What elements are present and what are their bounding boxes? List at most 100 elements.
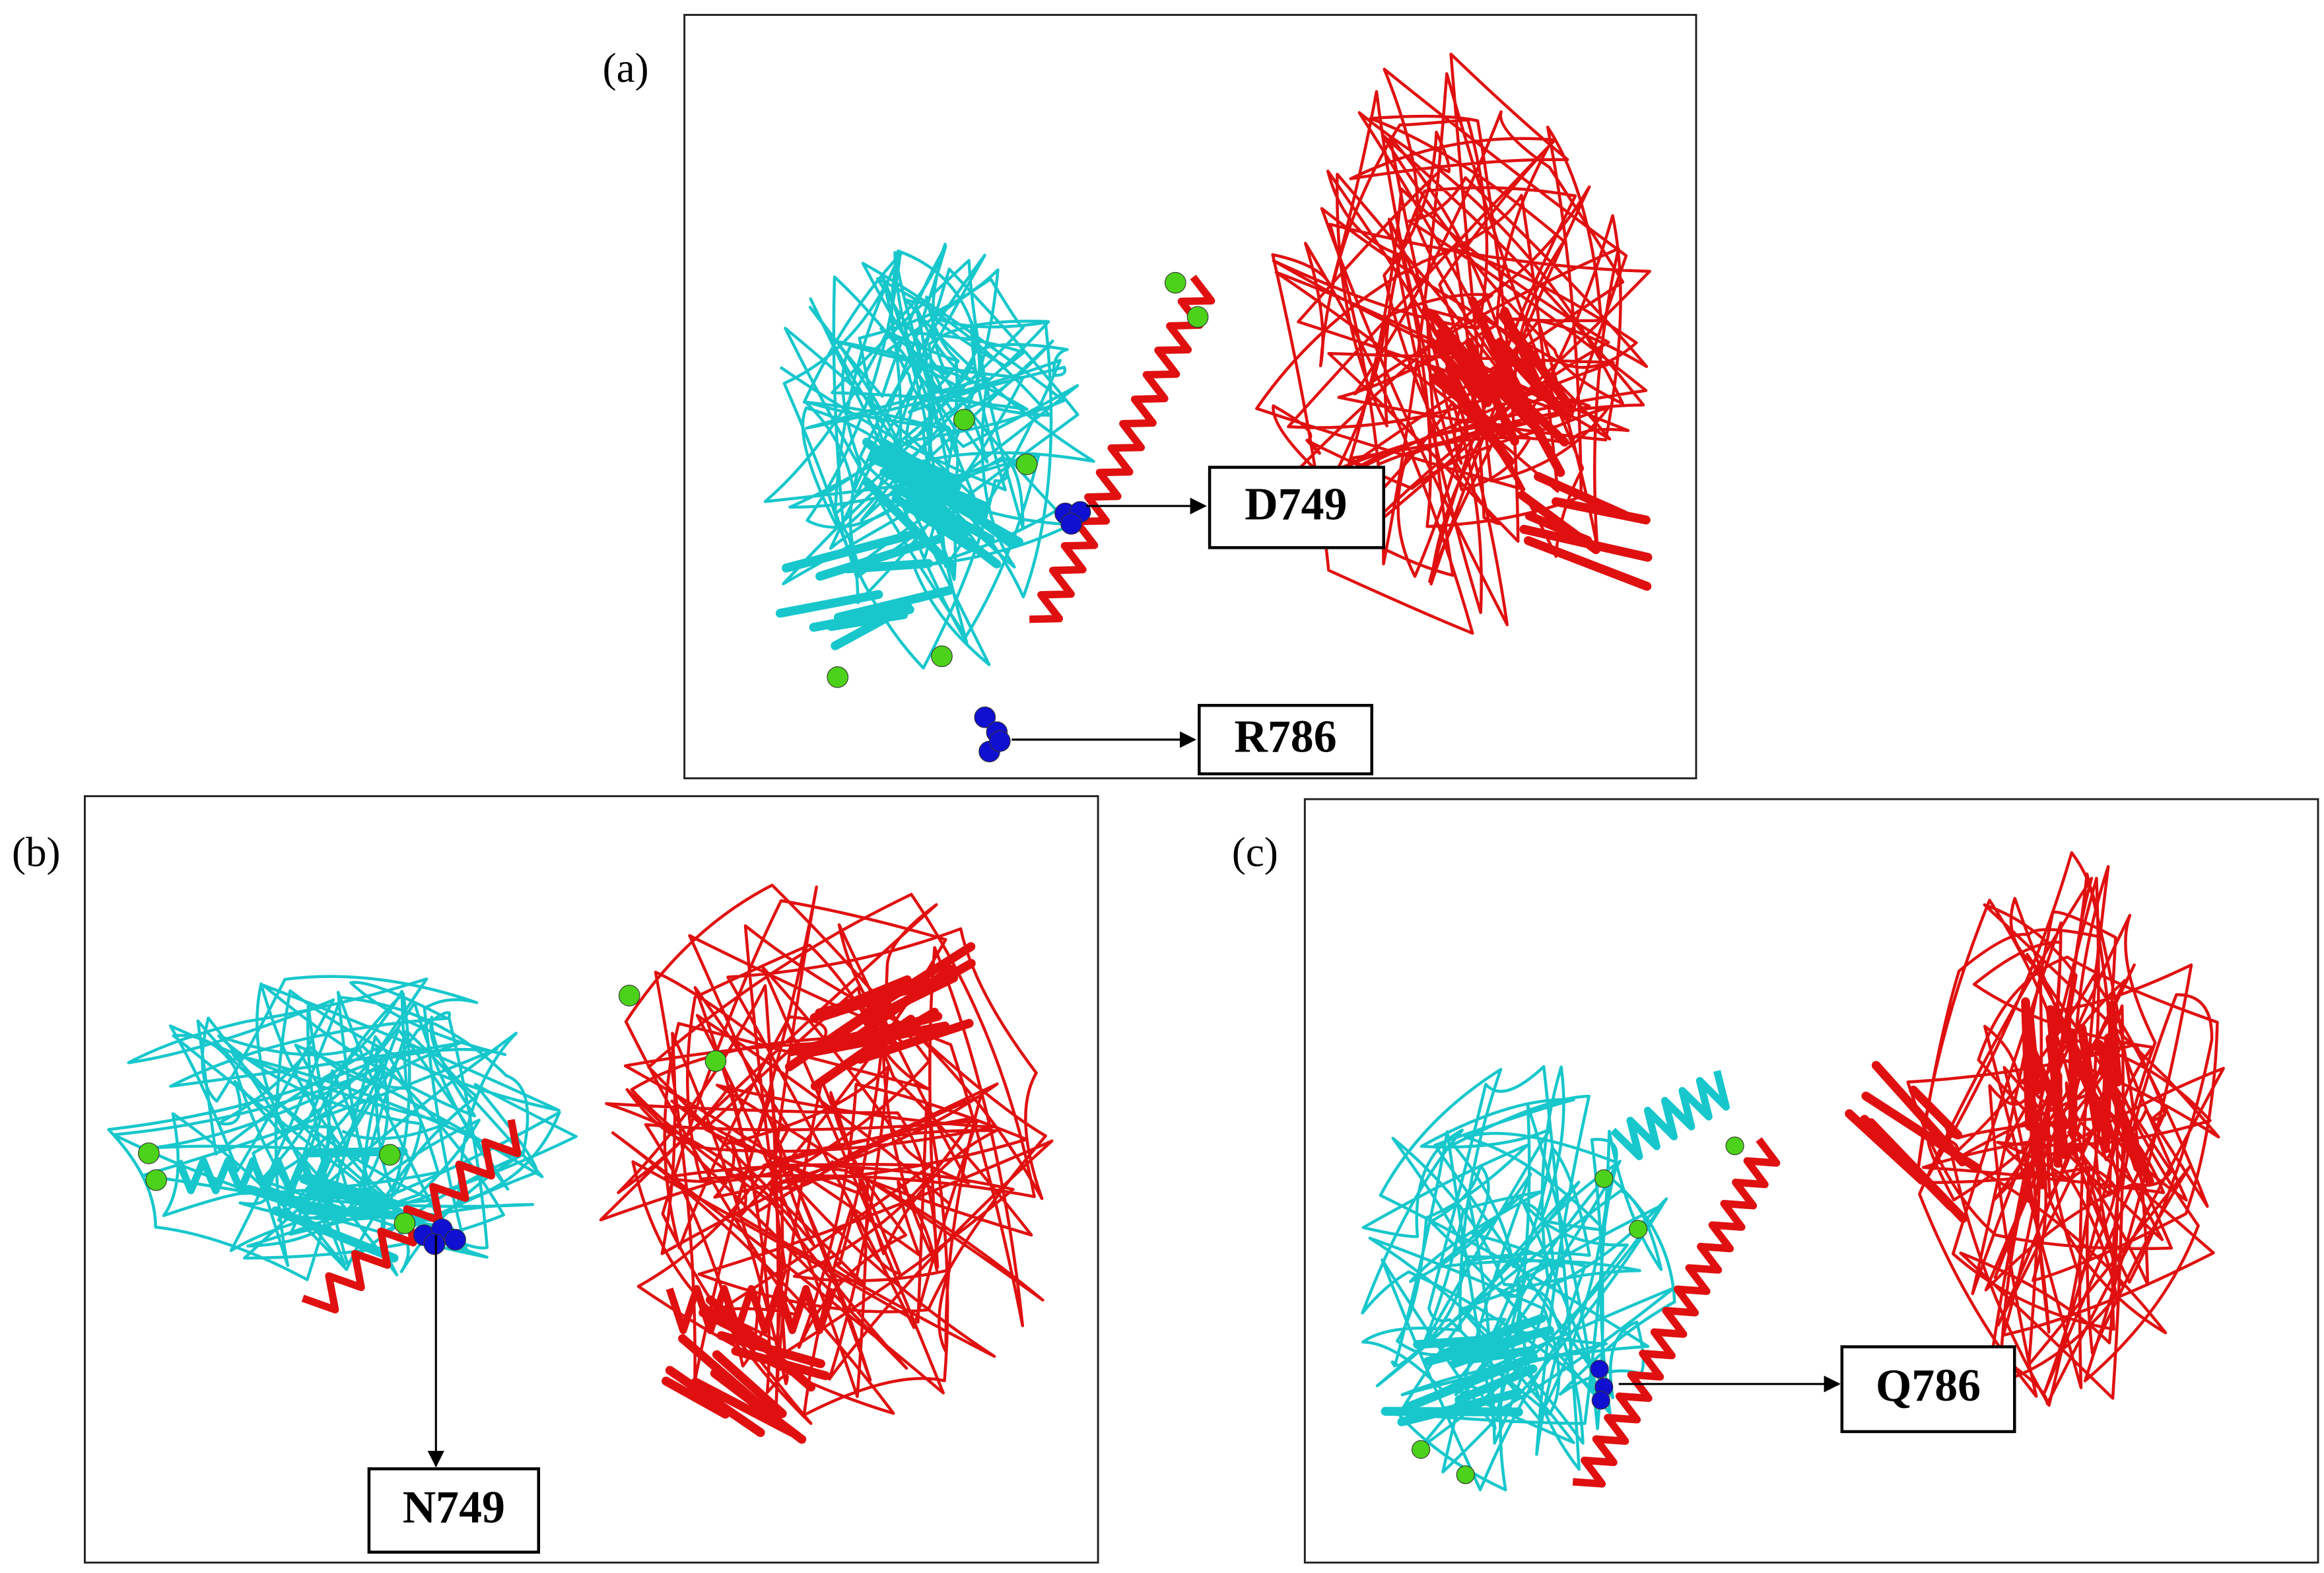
residue-atom: [1060, 512, 1082, 535]
strand: [910, 497, 1002, 569]
strand: [1517, 491, 1600, 555]
strand: [809, 605, 914, 632]
strand: [1426, 337, 1492, 407]
strand: [1464, 337, 1520, 446]
residue-label: R786: [1234, 711, 1336, 762]
panel-frame: [683, 14, 1697, 780]
strand: [868, 454, 990, 511]
strand: [678, 1334, 785, 1428]
panel-label: (a): [603, 45, 649, 91]
residue-atom: [1590, 1360, 1609, 1379]
strand: [2099, 1063, 2154, 1186]
strand: [895, 483, 995, 544]
residue-label: Q786: [1876, 1360, 1981, 1411]
helix: [301, 1119, 522, 1313]
panel-label: (c): [1232, 829, 1278, 876]
residue-box: [1198, 703, 1373, 776]
helix: [1572, 1137, 1781, 1488]
residue-box: [1840, 1345, 2016, 1434]
strand: [815, 534, 943, 581]
ion: [618, 985, 640, 1006]
strand: [882, 444, 961, 484]
strand: [1468, 297, 1515, 388]
strand: [862, 477, 957, 571]
strand: [665, 1366, 765, 1438]
strand: [2045, 1005, 2063, 1096]
strand: [1435, 329, 1496, 403]
strand: [1404, 1352, 1538, 1411]
helix: [1029, 274, 1215, 623]
residue-box: [1208, 466, 1386, 549]
backbone: [1361, 1065, 1676, 1492]
strand: [712, 1350, 787, 1418]
strand: [1552, 497, 1651, 525]
ion: [1725, 1136, 1744, 1156]
ion: [931, 645, 953, 668]
strand: [1461, 353, 1544, 435]
helix: [175, 1157, 331, 1195]
ion: [1412, 1440, 1431, 1459]
strand: [2106, 1004, 2123, 1087]
strand: [2101, 1033, 2113, 1154]
ion: [379, 1144, 401, 1166]
residue-box: [367, 1467, 541, 1554]
strand: [1450, 1333, 1532, 1368]
backbone: [1255, 52, 1651, 635]
residue-atom: [444, 1228, 466, 1251]
residue-atom: [989, 730, 1011, 752]
strand: [1454, 1364, 1538, 1405]
structure-layer: [107, 52, 2225, 1492]
ion: [138, 1142, 160, 1164]
ion: [145, 1169, 167, 1191]
helix: [666, 1284, 837, 1335]
residue-label: D749: [1245, 479, 1347, 530]
strand: [843, 559, 934, 574]
strand: [1909, 1085, 1963, 1140]
ion: [827, 666, 849, 688]
strand: [775, 590, 883, 618]
strand: [731, 1346, 831, 1380]
strand: [1397, 1389, 1521, 1426]
strand: [271, 1206, 399, 1263]
strand: [2024, 1071, 2047, 1189]
ion: [704, 1050, 727, 1072]
residue-atom: [1591, 1391, 1610, 1410]
ion: [393, 1212, 416, 1234]
residue-atom: [423, 1233, 446, 1255]
strand: [2077, 1024, 2102, 1132]
panel-frame: [1303, 798, 2319, 1564]
ion: [953, 409, 975, 431]
strand: [1433, 366, 1515, 466]
strand: [1860, 1115, 1956, 1211]
ion: [1629, 1220, 1648, 1239]
strand: [861, 942, 976, 1018]
strand: [815, 982, 926, 1018]
strand: [1524, 536, 1652, 591]
strand: [716, 1331, 825, 1368]
residue-label: N749: [403, 1483, 505, 1533]
strand: [834, 586, 954, 622]
strand: [1861, 1092, 1982, 1173]
strand: [2024, 1008, 2041, 1096]
strand: [1437, 1313, 1546, 1360]
strand: [2055, 1015, 2096, 1100]
panel-frame: [83, 795, 1099, 1564]
helix: [1610, 1070, 1730, 1160]
ion: [1186, 306, 1209, 328]
strand: [781, 530, 917, 573]
backbone: [599, 884, 1054, 1425]
strand: [829, 1021, 950, 1052]
panel-label: (b): [12, 829, 61, 876]
ion: [1456, 1465, 1475, 1485]
strand: [861, 1012, 943, 1039]
ion: [1015, 453, 1038, 475]
strand: [662, 1376, 730, 1419]
strand: [879, 468, 987, 518]
residue-atom: [974, 706, 996, 728]
ion: [1164, 271, 1186, 294]
backbone: [1906, 851, 2225, 1407]
strand: [873, 973, 959, 1020]
ion: [1594, 1169, 1614, 1188]
